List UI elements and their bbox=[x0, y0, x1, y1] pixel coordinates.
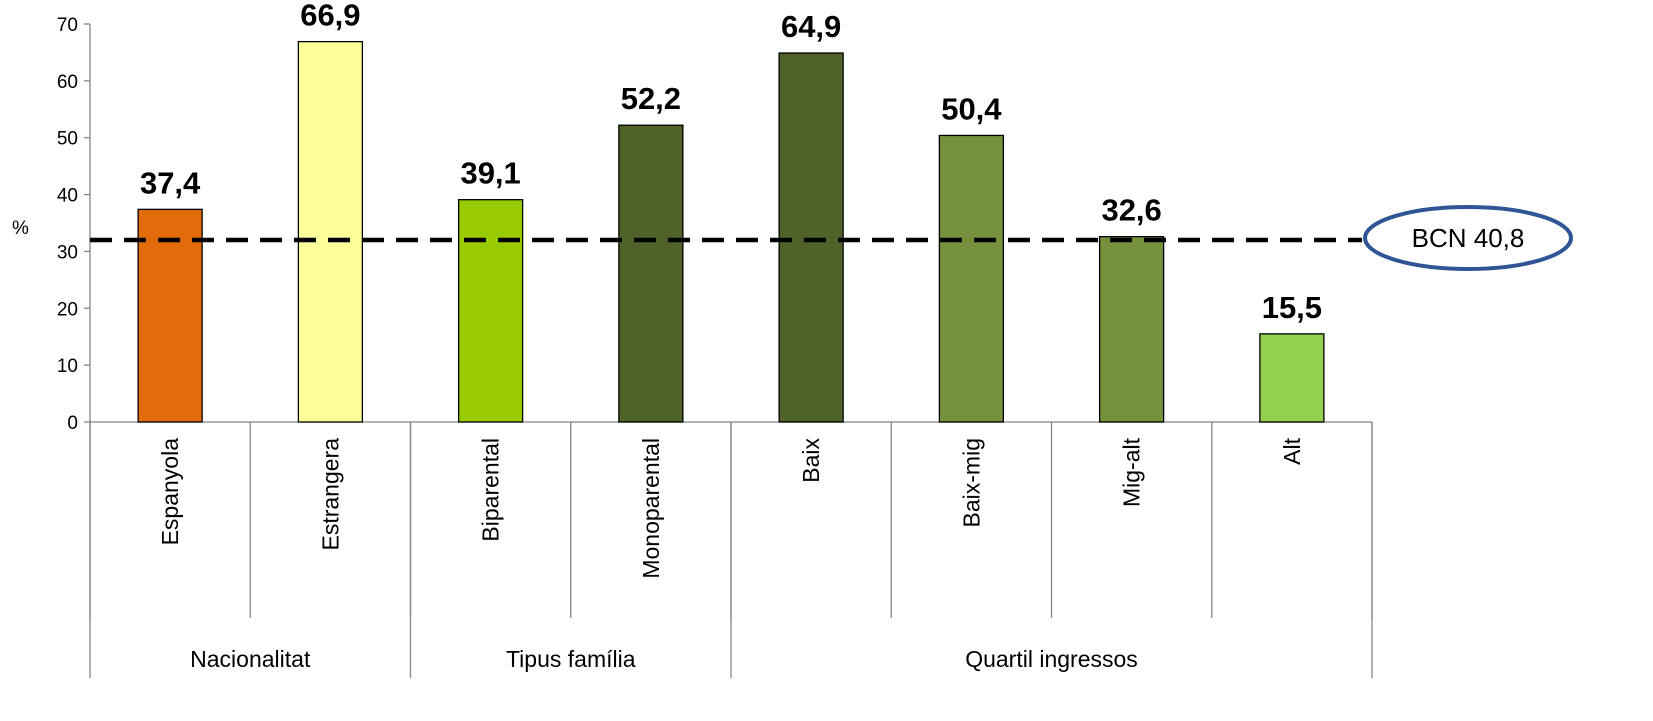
bar-espanyola bbox=[137, 208, 203, 423]
group-label: Quartil ingressos bbox=[965, 646, 1138, 672]
category-label: Monoparental bbox=[638, 438, 664, 579]
value-labels: 37,4 66,9 39,1 52,2 64,9 50,4 32,6 15,5 bbox=[140, 0, 1322, 325]
category-label: Mig-alt bbox=[1119, 437, 1145, 507]
group-label: Tipus família bbox=[506, 646, 636, 672]
value-label: 52,2 bbox=[621, 81, 681, 116]
category-label: Alt bbox=[1279, 437, 1305, 464]
bar-mig-alt bbox=[1098, 235, 1165, 423]
bar-alt bbox=[1259, 333, 1325, 423]
value-label: 66,9 bbox=[300, 0, 360, 33]
reference-badge bbox=[1363, 205, 1573, 271]
bar-biparental bbox=[457, 199, 524, 423]
reference-line-group: BCN 40,8 bbox=[90, 205, 1573, 271]
bar-estrangera bbox=[297, 40, 364, 423]
axes: 0 10 20 30 40 50 60 70 bbox=[57, 15, 1373, 678]
category-label: Estrangera bbox=[317, 438, 343, 551]
y-tick-label: 20 bbox=[57, 299, 78, 320]
category-label: Baix bbox=[798, 438, 824, 483]
bars bbox=[137, 40, 1325, 423]
y-tick-label: 40 bbox=[57, 186, 78, 207]
category-label: Baix-mig bbox=[958, 438, 984, 527]
bar-baix-mig bbox=[938, 134, 1005, 423]
y-axis-label: % bbox=[12, 218, 29, 239]
category-label: Espanyola bbox=[157, 438, 183, 546]
reference-label: BCN 40,8 bbox=[1412, 223, 1525, 253]
value-label: 50,4 bbox=[941, 91, 1002, 126]
y-tick-label: 0 bbox=[67, 413, 78, 434]
value-label: 39,1 bbox=[460, 156, 520, 191]
value-label: 32,6 bbox=[1101, 193, 1161, 228]
category-label: Biparental bbox=[478, 438, 504, 542]
value-label: 37,4 bbox=[140, 165, 201, 200]
group-label: Nacionalitat bbox=[190, 646, 311, 672]
y-tick-label: 70 bbox=[57, 15, 78, 36]
value-label: 15,5 bbox=[1262, 290, 1322, 325]
y-tick-label: 60 bbox=[57, 72, 78, 93]
group-labels: Nacionalitat Tipus família Quartil ingress… bbox=[190, 646, 1138, 672]
y-tick-label: 10 bbox=[57, 356, 78, 377]
y-tick-label: 30 bbox=[57, 242, 78, 263]
bar-monoparental bbox=[618, 124, 684, 423]
value-label: 64,9 bbox=[781, 9, 841, 44]
category-labels: Espanyola Estrangera Biparental Monoparenta… bbox=[157, 437, 1305, 578]
bar-baix bbox=[778, 52, 844, 423]
y-tick-label: 50 bbox=[57, 129, 78, 150]
